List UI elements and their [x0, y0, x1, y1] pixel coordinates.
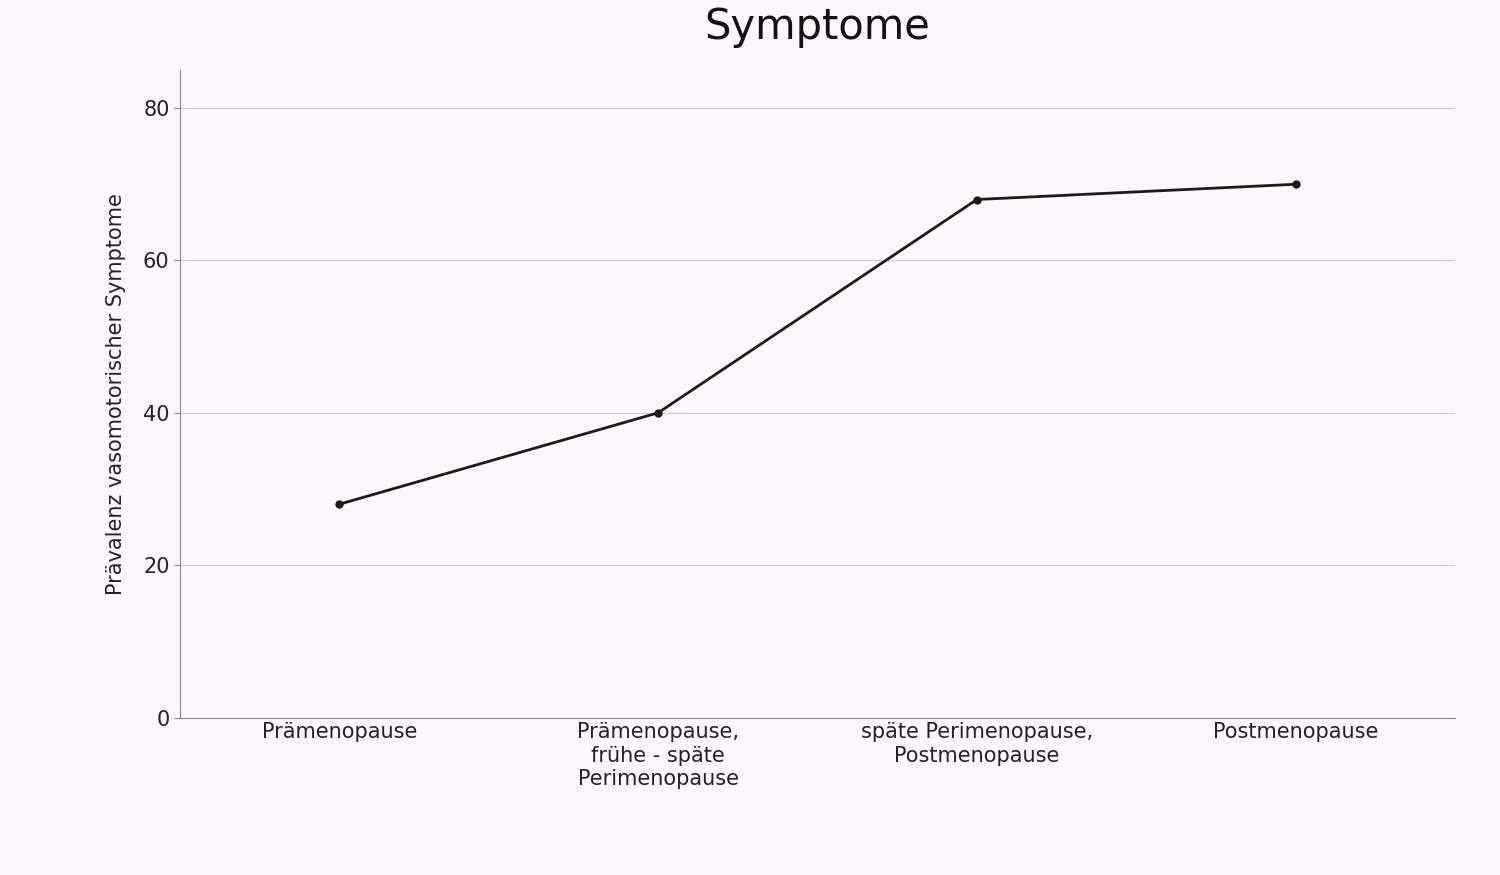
Title: Symptome: Symptome — [705, 6, 930, 48]
Y-axis label: Prävalenz vasomotorischer Symptome: Prävalenz vasomotorischer Symptome — [106, 192, 126, 595]
